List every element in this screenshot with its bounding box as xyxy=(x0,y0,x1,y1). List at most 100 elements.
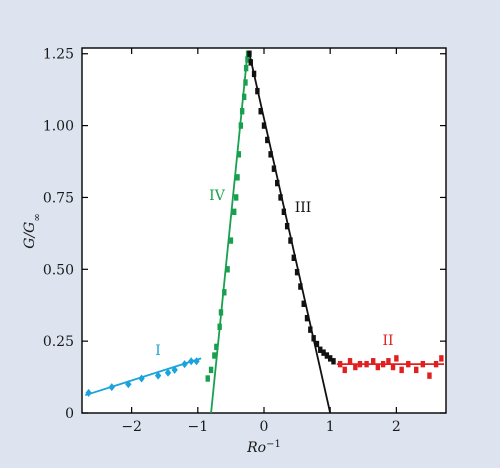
data-point-ii xyxy=(371,358,376,365)
data-point-iv xyxy=(234,194,239,201)
data-point-iii xyxy=(271,165,277,172)
data-point-i xyxy=(164,368,172,377)
data-point-ii xyxy=(439,355,444,362)
data-point-i xyxy=(181,360,188,369)
data-point-iii xyxy=(255,87,260,95)
data-point-iii xyxy=(251,70,257,78)
y-axis-title-main: G/G xyxy=(22,222,38,249)
y-axis-title-subscript: ∞ xyxy=(32,213,43,221)
data-point-iii xyxy=(318,346,323,353)
data-point-iii xyxy=(294,268,300,276)
data-point-iii xyxy=(321,349,326,356)
data-point-iii xyxy=(284,222,290,230)
data-point-iv xyxy=(236,151,242,158)
data-point-iii xyxy=(324,352,330,359)
data-point-iii xyxy=(258,108,263,115)
y-tick-label: 1.00 xyxy=(43,119,74,135)
data-point-ii xyxy=(357,360,363,368)
data-point-ii xyxy=(427,372,432,379)
x-tick-label: −2 xyxy=(121,419,142,435)
y-tick-label: 0.50 xyxy=(43,262,74,278)
data-points xyxy=(85,50,444,397)
data-point-ii xyxy=(394,355,399,362)
data-point-iv xyxy=(243,64,249,72)
data-point-iv xyxy=(241,93,247,101)
y-tick-label: 0.25 xyxy=(43,334,74,350)
data-point-iii xyxy=(298,283,303,290)
data-point-ii xyxy=(364,360,369,368)
x-tick-label: −1 xyxy=(187,419,208,435)
data-point-iii xyxy=(301,300,306,307)
data-point-ii xyxy=(380,360,386,368)
data-point-iv xyxy=(243,79,248,86)
data-point-iii xyxy=(314,340,320,348)
data-point-iv xyxy=(225,266,230,273)
region-label-iv: IV xyxy=(209,188,226,204)
data-point-iii xyxy=(247,50,252,57)
y-tick-label: 0.75 xyxy=(43,190,74,206)
x-axis-title-main: Ro xyxy=(246,440,266,456)
y-tick-label: 0 xyxy=(65,406,74,422)
data-point-iv xyxy=(205,375,210,382)
data-point-ii xyxy=(406,360,411,368)
y-tick-label: 1.25 xyxy=(43,47,74,63)
x-axis-title: Ro−1 xyxy=(246,439,281,457)
x-axis-title-superscript: −1 xyxy=(266,439,281,450)
data-point-i xyxy=(85,388,92,397)
data-point-ii xyxy=(414,366,419,374)
data-point-iv xyxy=(239,108,245,115)
data-point-i xyxy=(154,371,162,380)
y-axis-title: G/G∞ xyxy=(22,213,43,248)
x-tick-label: 0 xyxy=(260,419,269,435)
region-label-iii: III xyxy=(295,200,312,216)
data-point-iv xyxy=(228,237,234,244)
fit-line-iii xyxy=(248,53,332,414)
data-point-iv xyxy=(245,56,250,63)
data-point-i xyxy=(188,357,195,366)
region-label-i: I xyxy=(155,343,161,359)
x-tick-label: 1 xyxy=(326,419,335,435)
data-point-iv xyxy=(232,208,237,216)
data-point-i xyxy=(108,383,115,392)
data-point-iv xyxy=(218,309,224,316)
data-point-iii xyxy=(288,237,293,244)
data-point-iii xyxy=(261,122,267,129)
axis-ticks: −2 −1 0 1 2 0 0.25 0.50 0.75 1.00 1.25 xyxy=(43,47,446,435)
data-point-iii xyxy=(281,208,287,216)
data-point-iii xyxy=(327,355,333,362)
data-point-iii xyxy=(268,151,273,158)
data-point-ii xyxy=(375,363,381,371)
data-point-iii xyxy=(311,335,316,342)
data-point-i xyxy=(138,374,145,383)
plot-area xyxy=(81,47,447,414)
data-point-iv xyxy=(235,174,240,181)
data-point-i xyxy=(171,365,178,374)
data-point-iv xyxy=(238,122,244,129)
data-point-iv xyxy=(208,366,214,374)
data-point-ii xyxy=(420,360,426,368)
data-point-iv xyxy=(212,352,217,359)
data-point-iii xyxy=(308,326,313,333)
data-point-ii xyxy=(347,358,353,365)
data-point-ii xyxy=(353,363,358,371)
data-point-iii xyxy=(291,254,296,262)
data-point-ii xyxy=(337,360,343,368)
data-point-iii xyxy=(278,194,283,201)
data-point-ii xyxy=(399,366,404,374)
data-point-iv xyxy=(217,323,222,330)
data-point-iii xyxy=(248,59,253,66)
data-point-i xyxy=(125,380,132,389)
data-point-ii xyxy=(386,358,391,365)
data-point-iii xyxy=(275,179,280,187)
region-label-ii: II xyxy=(382,333,393,349)
data-point-i xyxy=(193,357,200,366)
x-tick-label: 2 xyxy=(392,419,401,435)
data-point-ii xyxy=(342,366,347,374)
data-point-iii xyxy=(265,136,270,144)
data-point-ii xyxy=(390,363,396,371)
data-point-iii xyxy=(304,314,310,322)
data-point-iv xyxy=(222,289,227,296)
data-point-ii xyxy=(433,360,439,368)
